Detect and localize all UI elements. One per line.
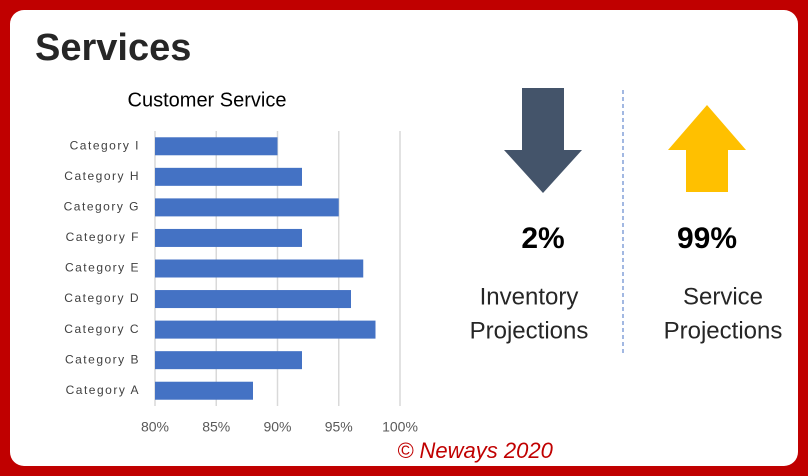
y-tick-label: Category E [65, 261, 140, 275]
kpi-label: Inventory [480, 283, 579, 310]
bar [155, 320, 376, 339]
y-tick-label: Category G [64, 200, 140, 214]
y-tick-label: Category C [64, 322, 140, 336]
x-tick-label: 95% [325, 419, 353, 435]
arrow-down [504, 88, 582, 193]
arrow-up [668, 105, 746, 192]
kpi-label: Projections [470, 317, 589, 344]
bar [155, 137, 278, 156]
kpi-value: 2% [521, 222, 564, 255]
y-tick-label: Category I [70, 138, 140, 152]
y-tick-label: Category D [64, 291, 140, 305]
x-tick-label: 90% [263, 419, 291, 435]
y-tick-label: Category F [66, 230, 140, 244]
y-tick-label: Category H [64, 169, 140, 183]
x-tick-label: 100% [382, 419, 418, 435]
x-tick-label: 80% [141, 419, 169, 435]
kpi-label: Service [683, 283, 763, 310]
kpi-label: Projections [664, 317, 783, 344]
bar [155, 351, 302, 370]
bar [155, 167, 302, 186]
bar [155, 290, 351, 309]
bar [155, 381, 253, 400]
y-tick-label: Category B [65, 352, 140, 366]
bar [155, 198, 339, 217]
bar [155, 259, 364, 278]
footer: © Neways 2020 [397, 438, 553, 463]
chart-title: Customer Service [128, 89, 287, 111]
kpi-value: 99% [677, 222, 737, 255]
y-tick-label: Category A [66, 383, 140, 397]
page-title: Services [35, 27, 191, 69]
x-tick-label: 85% [202, 419, 230, 435]
bar [155, 228, 302, 247]
